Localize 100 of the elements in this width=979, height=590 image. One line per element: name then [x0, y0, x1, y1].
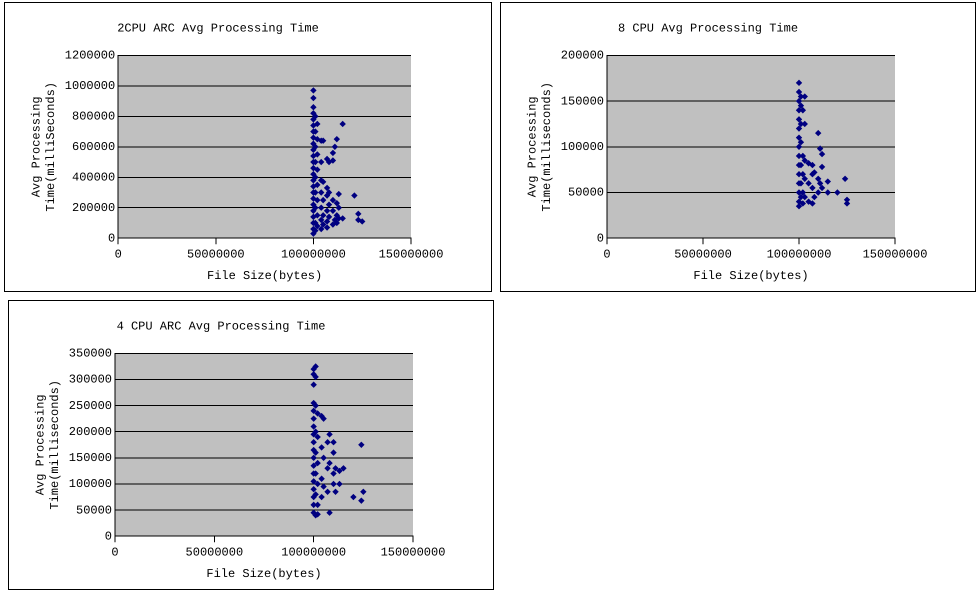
- x-axis-title: File Size(bytes): [206, 268, 322, 283]
- point: [796, 88, 802, 96]
- point: [350, 494, 357, 500]
- point: [312, 428, 319, 435]
- point: [824, 189, 831, 196]
- point: [818, 164, 826, 170]
- y-tick-label: 250000: [68, 398, 112, 413]
- point: [310, 462, 317, 469]
- point: [811, 194, 818, 200]
- point: [330, 470, 337, 477]
- point: [798, 102, 804, 109]
- point: [818, 150, 826, 158]
- point: [320, 483, 327, 490]
- point: [314, 410, 321, 417]
- point: [358, 497, 365, 504]
- y-tick-label: 400000: [72, 170, 116, 184]
- y-tick-label: 1000000: [64, 79, 116, 94]
- point: [310, 382, 317, 388]
- y-tick-label: 200000: [560, 48, 604, 63]
- point: [324, 488, 331, 496]
- point: [314, 480, 321, 488]
- y-tick-label: 0: [596, 231, 604, 246]
- point: [310, 415, 317, 422]
- x-axis-title: File Size(bytes): [693, 268, 809, 283]
- point: [312, 491, 319, 498]
- point: [340, 465, 347, 472]
- x-tick-label: 100000000: [280, 248, 346, 262]
- point: [824, 178, 831, 185]
- point: [326, 431, 333, 438]
- point: [802, 176, 808, 182]
- point: [802, 120, 808, 128]
- point: [330, 438, 337, 446]
- x-tick-label: 50000000: [186, 546, 244, 560]
- point: [834, 189, 841, 196]
- point: [310, 454, 317, 462]
- y-tick-label: 100000: [68, 477, 112, 492]
- y-axis-title: Avg Processing Time(milliseconds): [525, 82, 554, 212]
- point: [815, 130, 822, 136]
- point: [314, 434, 321, 440]
- point: [320, 454, 327, 462]
- point: [809, 184, 816, 192]
- x-tick-label: 150000000: [378, 248, 444, 262]
- point: [332, 488, 339, 496]
- x-tick-label: 100000000: [766, 248, 832, 262]
- point: [312, 363, 319, 370]
- x-tick-label: 50000000: [674, 248, 732, 262]
- point: [796, 80, 802, 86]
- y-tick-label: 0: [104, 529, 112, 544]
- point: [358, 442, 365, 448]
- y-tick-label: 200000: [72, 200, 116, 215]
- point: [318, 476, 325, 482]
- point: [796, 125, 802, 132]
- point: [312, 449, 319, 456]
- point: [802, 194, 808, 200]
- point: [310, 486, 317, 492]
- x-tick-label: 100000000: [281, 546, 346, 560]
- point: [310, 478, 317, 485]
- point: [842, 176, 848, 182]
- y-tick-label: 600000: [72, 140, 116, 154]
- point: [796, 134, 802, 141]
- point: [332, 465, 339, 472]
- y-tick-label: 100000: [560, 140, 604, 154]
- point: [326, 509, 333, 516]
- point: [800, 189, 806, 196]
- point: [326, 460, 333, 466]
- y-tick-label: 350000: [68, 346, 112, 361]
- y-tick-label: 800000: [72, 110, 116, 124]
- point: [360, 488, 367, 496]
- point: [796, 98, 802, 104]
- point: [800, 152, 806, 160]
- point: [809, 162, 816, 168]
- point: [324, 438, 331, 446]
- chart-title: 2CPU ARC Avg Processing Time: [117, 21, 319, 36]
- point: [815, 176, 822, 182]
- point: [330, 449, 337, 456]
- y-tick-label: 50000: [568, 186, 604, 200]
- point: [796, 203, 802, 210]
- point: [796, 116, 802, 123]
- y-tick-label: 150000: [68, 451, 112, 466]
- point: [816, 180, 824, 187]
- point: [310, 408, 317, 414]
- point: [798, 139, 804, 146]
- chart-title: 8 CPU Avg Processing Time: [618, 21, 798, 36]
- point: [818, 184, 826, 192]
- point: [318, 444, 325, 451]
- point: [310, 423, 317, 430]
- point: [816, 145, 824, 152]
- y-tick-label: 1200000: [64, 48, 116, 63]
- point: [805, 180, 812, 187]
- point: [336, 468, 343, 474]
- point: [336, 480, 343, 488]
- point: [809, 200, 816, 207]
- y-axis-title: Avg Processing Time(milliseconds): [33, 380, 62, 510]
- point: [310, 438, 317, 446]
- point: [318, 494, 325, 500]
- y-tick-label: 0: [108, 231, 116, 246]
- point: [312, 402, 319, 409]
- y-tick-label: 300000: [68, 372, 112, 387]
- point: [312, 374, 319, 380]
- point: [815, 189, 822, 196]
